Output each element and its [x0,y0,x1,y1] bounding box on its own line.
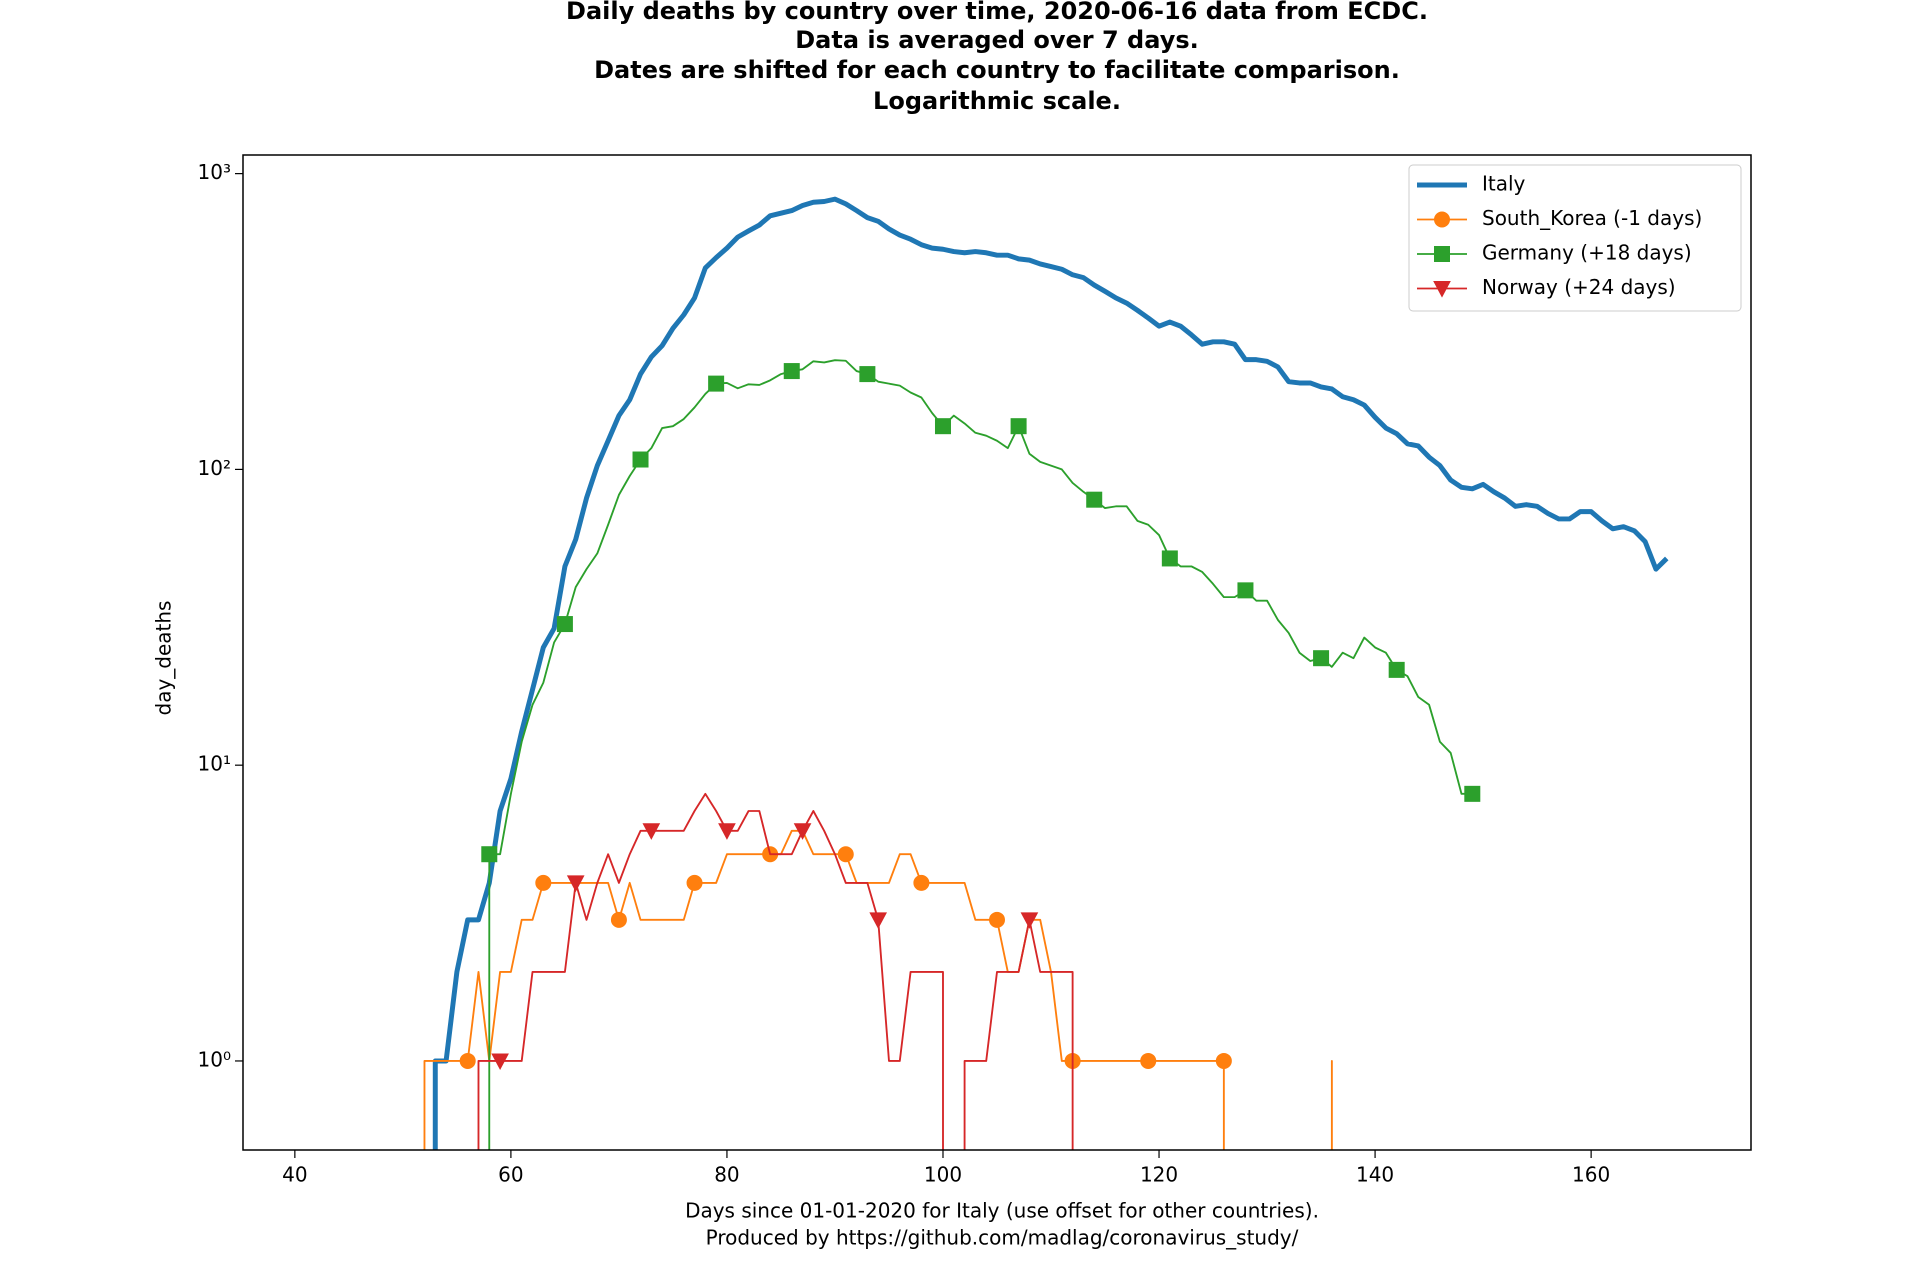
marker [793,823,812,840]
marker [459,1052,476,1069]
marker [989,911,1005,928]
legend-box [1408,164,1742,312]
marker [642,823,661,840]
plot-area [423,196,1669,1150]
y-tick-label: 10³ [198,160,231,184]
x-tick-label: 60 [498,1163,523,1187]
marker [1464,785,1481,802]
marker [1020,912,1039,929]
marker [934,418,951,435]
marker [1388,661,1405,678]
marker [913,874,930,891]
marker [1161,550,1178,567]
marker [632,451,649,468]
series-line [477,792,1074,1150]
series-line [432,196,1669,1150]
x-axis-label: Produced by https://github.com/madlag/co… [706,1226,1299,1250]
x-tick-label: 140 [1356,1163,1394,1187]
legend-label: Germany (+18 days) [1482,241,1692,265]
marker [556,616,573,633]
chart-title: Logarithmic scale. [873,87,1121,115]
chart-title: Dates are shifted for each country to fa… [594,56,1400,84]
marker [1313,650,1330,667]
marker [491,1053,509,1071]
marker [718,823,736,840]
chart-title: Data is averaged over 7 days. [795,26,1199,54]
marker [1237,582,1254,599]
marker [783,363,800,380]
marker [708,375,725,392]
y-axis-label: day_deaths [152,601,176,716]
marker [837,846,854,863]
x-axis-label: Days since 01-01-2020 for Italy (use off… [685,1199,1319,1223]
marker [686,874,703,891]
x-tick-label: 80 [714,1163,739,1187]
marker [1215,1052,1232,1069]
series-line [423,829,1333,1150]
plot-frame [242,154,1752,1151]
marker [869,912,888,929]
marker [535,874,552,891]
marker [1434,211,1450,228]
x-tick-label: 160 [1572,1163,1610,1187]
marker [1086,491,1103,508]
marker [1433,281,1451,298]
x-tick-label: 40 [282,1163,307,1187]
marker [481,846,498,863]
y-tick-label: 10⁰ [198,1047,231,1071]
marker [610,911,627,928]
legend-label: South_Korea (-1 days) [1482,206,1702,230]
legend-label: Norway (+24 days) [1482,275,1676,299]
x-tick-label: 100 [924,1163,962,1187]
marker [1434,246,1450,262]
y-tick-label: 10¹ [198,752,231,776]
marker [1010,418,1027,435]
chart-title: Daily deaths by country over time, 2020-… [566,0,1428,25]
marker [1140,1052,1157,1069]
marker [566,875,585,892]
x-tick-label: 120 [1140,1163,1178,1187]
marker [859,366,876,383]
legend-label: Italy [1482,172,1526,196]
y-tick-label: 10² [198,456,231,480]
